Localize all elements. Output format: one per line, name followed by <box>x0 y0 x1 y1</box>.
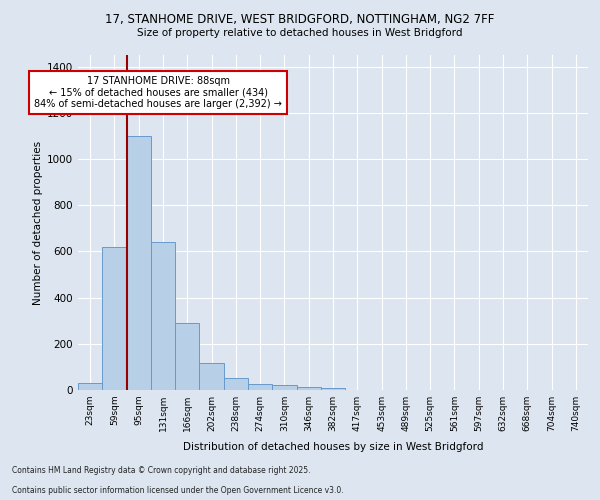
Bar <box>78 383 102 390</box>
Text: Contains public sector information licensed under the Open Government Licence v3: Contains public sector information licen… <box>12 486 344 495</box>
Text: 17 STANHOME DRIVE: 88sqm
← 15% of detached houses are smaller (434)
84% of semi-: 17 STANHOME DRIVE: 88sqm ← 15% of detach… <box>34 76 282 109</box>
Bar <box>151 242 175 390</box>
Bar <box>296 386 321 390</box>
Bar <box>272 386 296 390</box>
Text: Size of property relative to detached houses in West Bridgford: Size of property relative to detached ho… <box>137 28 463 38</box>
Bar <box>175 323 199 390</box>
Y-axis label: Number of detached properties: Number of detached properties <box>33 140 43 304</box>
Bar <box>127 136 151 390</box>
Bar <box>224 378 248 390</box>
Bar <box>199 364 224 390</box>
Text: Contains HM Land Registry data © Crown copyright and database right 2025.: Contains HM Land Registry data © Crown c… <box>12 466 311 475</box>
Text: Distribution of detached houses by size in West Bridgford: Distribution of detached houses by size … <box>183 442 483 452</box>
Bar <box>248 384 272 390</box>
Bar <box>321 388 345 390</box>
Text: 17, STANHOME DRIVE, WEST BRIDGFORD, NOTTINGHAM, NG2 7FF: 17, STANHOME DRIVE, WEST BRIDGFORD, NOTT… <box>106 12 494 26</box>
Bar <box>102 247 127 390</box>
